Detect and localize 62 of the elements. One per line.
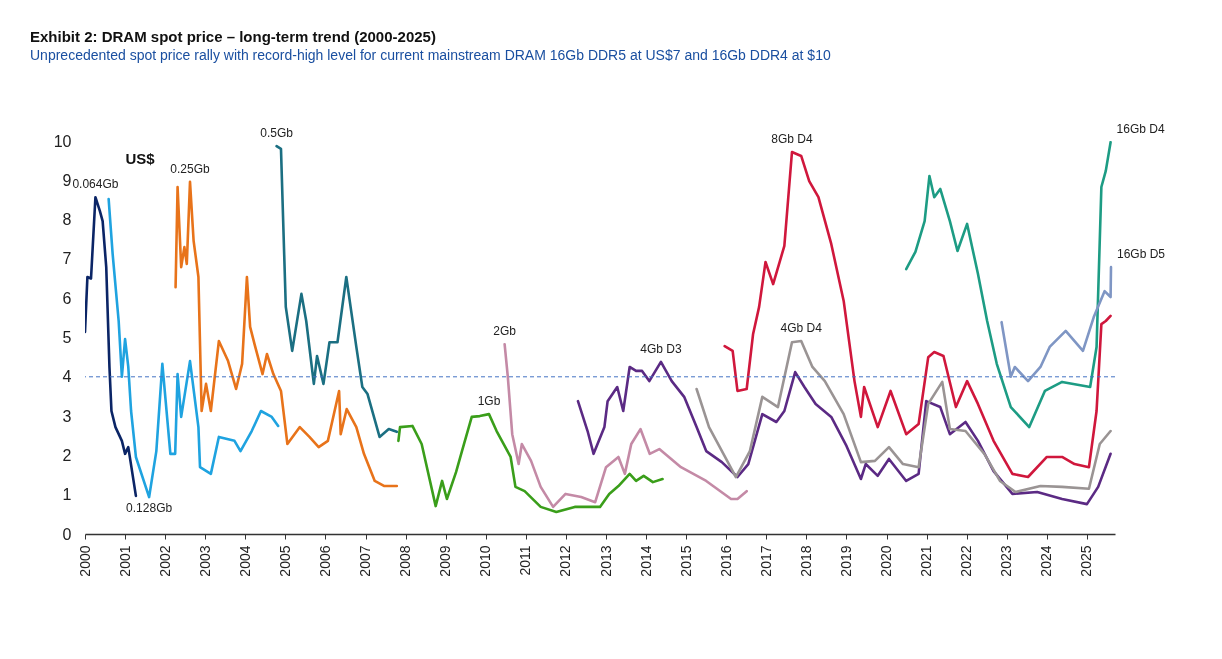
line-series	[85, 195, 138, 498]
line-series	[904, 141, 1112, 429]
x-tick-label: 2019	[837, 545, 854, 577]
x-tick-label: 2018	[797, 545, 814, 577]
x-tick-label: 2015	[677, 545, 694, 577]
x-tick-label: 2010	[477, 545, 494, 577]
x-tick-label: 2022	[958, 545, 975, 577]
x-tick-label: 2008	[397, 545, 414, 577]
x-tick-label: 2007	[357, 545, 374, 577]
line-series	[397, 412, 664, 514]
x-tick-label: 2004	[236, 545, 253, 577]
series-label: 0.5Gb	[260, 126, 294, 141]
series-label: 8Gb D4	[771, 132, 813, 146]
x-tick-label: 2009	[437, 545, 454, 577]
x-tick-label: 2000	[76, 545, 93, 577]
y-tick-label: 8	[62, 211, 72, 229]
y-tick-label: 3	[62, 407, 72, 425]
x-tick-label: 2006	[316, 545, 333, 577]
series-label: 0.128Gb	[126, 501, 173, 516]
line-series	[723, 150, 1112, 479]
x-tick-label: 2016	[717, 545, 734, 577]
x-tick-label: 2020	[878, 545, 895, 577]
series-label: 1Gb	[477, 394, 501, 409]
line-series	[503, 342, 748, 509]
y-tick-label: 2	[62, 446, 72, 464]
x-tick-label: 2014	[637, 545, 654, 577]
series-label: 16Gb D4	[1116, 122, 1165, 137]
line-series	[695, 339, 1112, 494]
y-tick-label: 6	[62, 289, 72, 307]
series-label: 4Gb D3	[640, 341, 682, 356]
y-tick-label: 9	[62, 171, 72, 189]
x-tick-label: 2024	[1038, 545, 1055, 577]
x-tick-label: 2025	[1078, 545, 1095, 577]
x-tick-label: 2011	[517, 545, 534, 576]
line-series	[107, 197, 280, 499]
series-label: 4Gb D4	[780, 321, 823, 336]
y-tick-label: 1	[62, 486, 72, 504]
y-tick-label: 10	[53, 132, 72, 150]
y-tick-label: 5	[62, 329, 72, 346]
series-label: 2Gb	[493, 324, 517, 339]
y-tick-label: 0	[62, 525, 72, 543]
chart-subtitle: Unprecedented spot price rally with record-high level for current mainstream DRAM 16Gb DDR5 at US$7 and 16Gb DDR4 at $10	[30, 47, 831, 64]
y-tick-label: 4	[62, 368, 72, 386]
x-tick-label: 2017	[757, 545, 774, 577]
x-tick-label: 2021	[918, 545, 935, 577]
x-tick-label: 2003	[196, 545, 213, 577]
x-tick-label: 2002	[156, 545, 173, 577]
series-label: 0.064Gb	[72, 177, 119, 192]
chart-title: Exhibit 2: DRAM spot price – long-term trend (2000-2025)	[30, 28, 436, 46]
x-tick-label: 2013	[597, 545, 614, 577]
series-label: 16Gb D5	[1116, 247, 1166, 262]
x-tick-label: 2001	[116, 545, 133, 577]
line-series	[275, 144, 399, 439]
line-series	[1000, 265, 1113, 383]
y-tick-label: 7	[62, 250, 72, 268]
x-tick-label: 2012	[557, 545, 574, 577]
line-series	[576, 360, 1112, 506]
x-tick-label: 2005	[276, 545, 293, 577]
x-tick-label: 2023	[998, 545, 1015, 577]
line-series	[174, 180, 399, 488]
series-label: 0.25Gb	[170, 161, 211, 176]
y-axis-title: US$	[125, 149, 156, 167]
